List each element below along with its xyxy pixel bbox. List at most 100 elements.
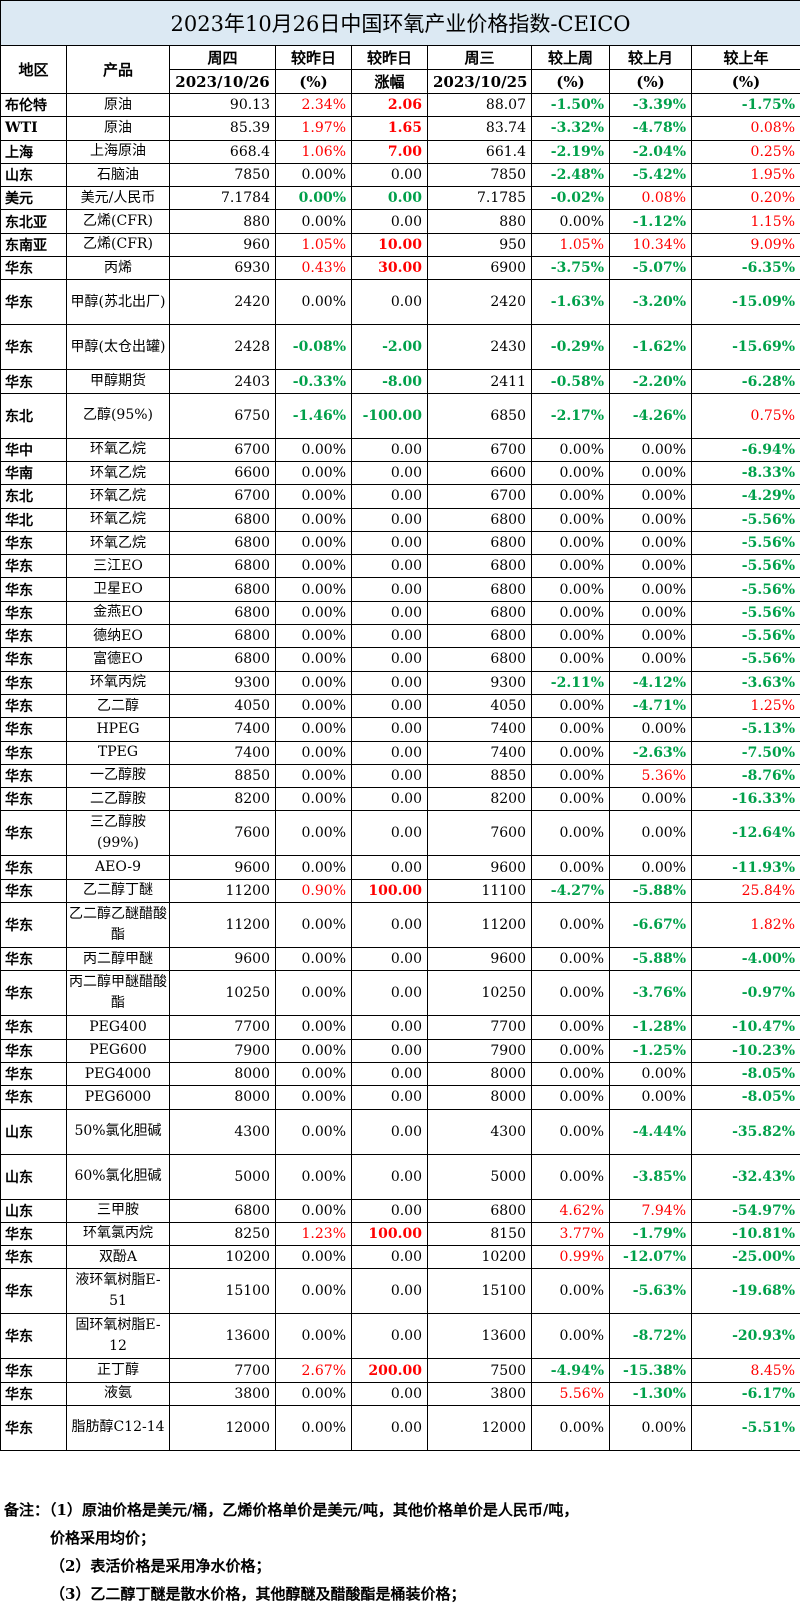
- row-change-abs: 0.00: [351, 717, 428, 742]
- row-week-change: 5.56%: [531, 1381, 610, 1406]
- table-row: 华东 富德EO 6800 0.00% 0.00 6800 0.00% 0.00% -5.56%: [0, 647, 800, 672]
- row-thu-price: 3800: [169, 1381, 276, 1406]
- row-wed-price: 13600: [427, 1313, 532, 1360]
- row-year-change: -7.50%: [690, 740, 800, 765]
- header-abs-unit: 涨幅: [351, 69, 428, 94]
- row-week-change: -2.19%: [531, 139, 610, 164]
- row-product: 丙二醇甲醚: [66, 947, 170, 972]
- row-wed-price: 9600: [427, 947, 532, 972]
- row-region: 山东: [0, 1198, 67, 1223]
- row-week-change: 0.00%: [531, 554, 610, 579]
- row-change-pct: -1.46%: [275, 392, 352, 439]
- row-change-pct: 0.00%: [275, 1268, 352, 1315]
- row-week-change: -4.27%: [531, 878, 610, 904]
- header-thu-date: 2023/10/26: [169, 69, 276, 94]
- row-change-pct: 0.00%: [275, 763, 352, 789]
- row-week-change: 0.00%: [531, 1313, 610, 1360]
- row-region: 华东: [0, 693, 67, 719]
- row-change-pct: 1.05%: [275, 232, 352, 258]
- row-year-change: 0.75%: [690, 392, 800, 439]
- table-row: 东南亚 乙烯(CFR) 960 1.05% 10.00 950 1.05% 10.34% 9.0…: [0, 232, 800, 258]
- row-month-change: 0.00%: [609, 577, 692, 602]
- table-row: 华东 PEG6000 8000 0.00% 0.00 8000 0.00% 0.00% -8.0…: [0, 1085, 800, 1110]
- row-year-change: -6.28%: [690, 369, 800, 394]
- row-month-change: 0.08%: [609, 186, 692, 211]
- table-row: 华东 固环氧树脂E-12 13600 0.00% 0.00 13600 0.00% -8.72…: [0, 1313, 800, 1360]
- row-region: 华东: [0, 1381, 67, 1406]
- row-wed-price: 6800: [427, 530, 532, 556]
- row-region: 华东: [0, 324, 67, 371]
- row-region: 华东: [0, 1221, 67, 1247]
- row-region: 山东: [0, 1153, 67, 1200]
- row-region: 东南亚: [0, 232, 67, 258]
- table-row: 华东 甲醇(太仓出罐) 2428 -0.08% -2.00 2430 -0.29% -1.62…: [0, 324, 800, 371]
- row-product: 德纳EO: [66, 624, 170, 649]
- row-change-abs: 7.00: [351, 139, 428, 164]
- row-product: 环氧丙烷: [66, 670, 170, 695]
- table-row: 华中 环氧乙烷 6700 0.00% 0.00 6700 0.00% 0.00% -6.94%: [0, 437, 800, 462]
- row-product: 原油: [66, 116, 170, 141]
- row-week-change: 0.00%: [531, 787, 610, 812]
- row-wed-price: 3800: [427, 1381, 532, 1406]
- row-wed-price: 6850: [427, 392, 532, 439]
- row-thu-price: 7700: [169, 1358, 276, 1383]
- table-row: 华东 双酚A 10200 0.00% 0.00 10200 0.99% -12.07% -25.…: [0, 1245, 800, 1270]
- row-week-change: -0.58%: [531, 369, 610, 394]
- row-month-change: 0.00%: [609, 530, 692, 556]
- row-product: PEG4000: [66, 1061, 170, 1087]
- row-region: WTI: [0, 116, 67, 141]
- table-row: 华东 PEG600 7900 0.00% 0.00 7900 0.00% -1.25% -10.…: [0, 1038, 800, 1063]
- header-pct-unit: (%): [275, 69, 352, 94]
- row-year-change: 8.45%: [690, 1358, 800, 1383]
- row-year-change: 1.15%: [690, 209, 800, 234]
- row-wed-price: 6600: [427, 460, 532, 486]
- table-row: 华南 环氧乙烷 6600 0.00% 0.00 6600 0.00% 0.00% -8.33%: [0, 460, 800, 486]
- row-thu-price: 9300: [169, 670, 276, 695]
- row-month-change: -5.07%: [609, 256, 692, 281]
- row-month-change: -3.20%: [609, 279, 692, 326]
- row-change-abs: 0.00: [351, 460, 428, 486]
- row-change-abs: 0.00: [351, 647, 428, 672]
- row-week-change: 0.00%: [531, 460, 610, 486]
- header-vs-yesterday-pct: 较昨日: [275, 45, 352, 70]
- row-region: 华东: [0, 1015, 67, 1040]
- row-wed-price: 8000: [427, 1085, 532, 1110]
- row-change-abs: 2.06: [351, 92, 428, 118]
- row-wed-price: 11200: [427, 902, 532, 949]
- row-month-change: -2.04%: [609, 139, 692, 164]
- row-thu-price: 6800: [169, 600, 276, 626]
- row-year-change: -10.47%: [690, 1015, 800, 1040]
- row-wed-price: 6800: [427, 600, 532, 626]
- row-thu-price: 7400: [169, 717, 276, 742]
- row-week-change: 0.00%: [531, 1015, 610, 1040]
- row-region: 华中: [0, 437, 67, 462]
- row-change-pct: 0.00%: [275, 1313, 352, 1360]
- row-product: 60%氯化胆碱: [66, 1153, 170, 1200]
- row-thu-price: 7700: [169, 1015, 276, 1040]
- row-year-change: -8.33%: [690, 460, 800, 486]
- row-product: TPEG: [66, 740, 170, 765]
- row-week-change: -4.94%: [531, 1358, 610, 1383]
- row-change-abs: 0.00: [351, 1108, 428, 1155]
- row-thu-price: 6800: [169, 647, 276, 672]
- row-wed-price: 9600: [427, 855, 532, 880]
- row-region: 山东: [0, 162, 67, 188]
- row-month-change: -1.12%: [609, 209, 692, 234]
- row-change-abs: 0.00: [351, 1381, 428, 1406]
- row-product: 正丁醇: [66, 1358, 170, 1383]
- row-change-pct: 0.00%: [275, 947, 352, 972]
- row-change-pct: 0.00%: [275, 209, 352, 234]
- header-thu: 周四: [169, 45, 276, 70]
- price-index-table: 2023年10月26日中国环氧产业价格指数-CEICO 地区 产品 周四 较昨日…: [0, 0, 800, 1451]
- row-year-change: -5.56%: [690, 600, 800, 626]
- row-month-change: 0.00%: [609, 554, 692, 579]
- row-change-abs: 0.00: [351, 1268, 428, 1315]
- row-change-pct: 0.00%: [275, 507, 352, 532]
- row-year-change: -3.63%: [690, 670, 800, 695]
- row-region: 华东: [0, 787, 67, 812]
- row-product: 甲醇期货: [66, 369, 170, 394]
- row-week-change: 4.62%: [531, 1198, 610, 1223]
- row-week-change: 0.00%: [531, 209, 610, 234]
- table-row: 华东 一乙醇胺 8850 0.00% 0.00 8850 0.00% 5.36% -8.76%: [0, 763, 800, 789]
- row-change-pct: 0.00%: [275, 162, 352, 188]
